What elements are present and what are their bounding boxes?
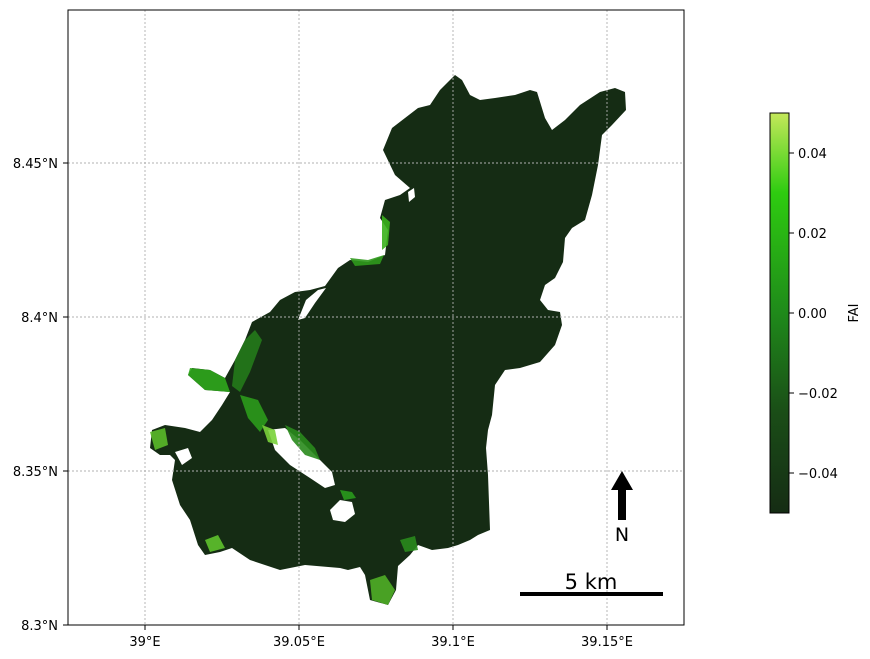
north-label: N	[615, 524, 629, 546]
scale-bar-label: 5 km	[565, 570, 618, 594]
x-tick-label: 39.05°E	[273, 635, 325, 650]
x-axis: 39°E 39.05°E 39.1°E 39.15°E	[129, 625, 633, 650]
y-tick-label: 8.4°N	[21, 311, 58, 326]
y-tick-label: 8.3°N	[21, 619, 58, 634]
colorbar-title: FAI	[847, 303, 862, 322]
vegetation-fringe	[150, 215, 418, 605]
colorbar-gradient	[770, 113, 789, 513]
scale-bar-line	[520, 592, 663, 596]
island-north	[408, 188, 415, 202]
lake-fai-raster	[150, 75, 626, 605]
map-gridlines	[68, 10, 684, 625]
north-arrow: N	[611, 471, 633, 546]
x-tick-label: 39°E	[129, 635, 160, 650]
island-south	[330, 500, 355, 522]
colorbar-tick-label: 0.00	[798, 307, 827, 322]
island-central-shoal	[268, 428, 335, 488]
scale-bar: 5 km	[520, 570, 663, 596]
colorbar-tick-label: −0.04	[798, 467, 838, 482]
y-axis: 8.3°N 8.35°N 8.4°N 8.45°N	[13, 157, 68, 634]
map-panel: 39°E 39.05°E 39.1°E 39.15°E 8.3°N 8.35°N…	[13, 9, 685, 650]
x-tick-label: 39.1°E	[431, 635, 475, 650]
colorbar-tick-label: 0.04	[798, 147, 827, 162]
x-tick-label: 39.15°E	[581, 635, 633, 650]
lake-main-body	[150, 75, 626, 605]
colorbar-tick-label: −0.02	[798, 387, 838, 402]
y-tick-label: 8.35°N	[13, 465, 58, 480]
y-tick-label: 8.45°N	[13, 157, 58, 172]
island-southwest	[175, 448, 192, 465]
north-arrow-shaft	[618, 489, 626, 520]
colorbar-tick-label: 0.02	[798, 227, 827, 242]
island-west-bay	[298, 288, 326, 320]
north-arrow-icon	[611, 471, 633, 490]
colorbar: −0.04 −0.02 0.00 0.02 0.04 FAI	[769, 112, 862, 514]
